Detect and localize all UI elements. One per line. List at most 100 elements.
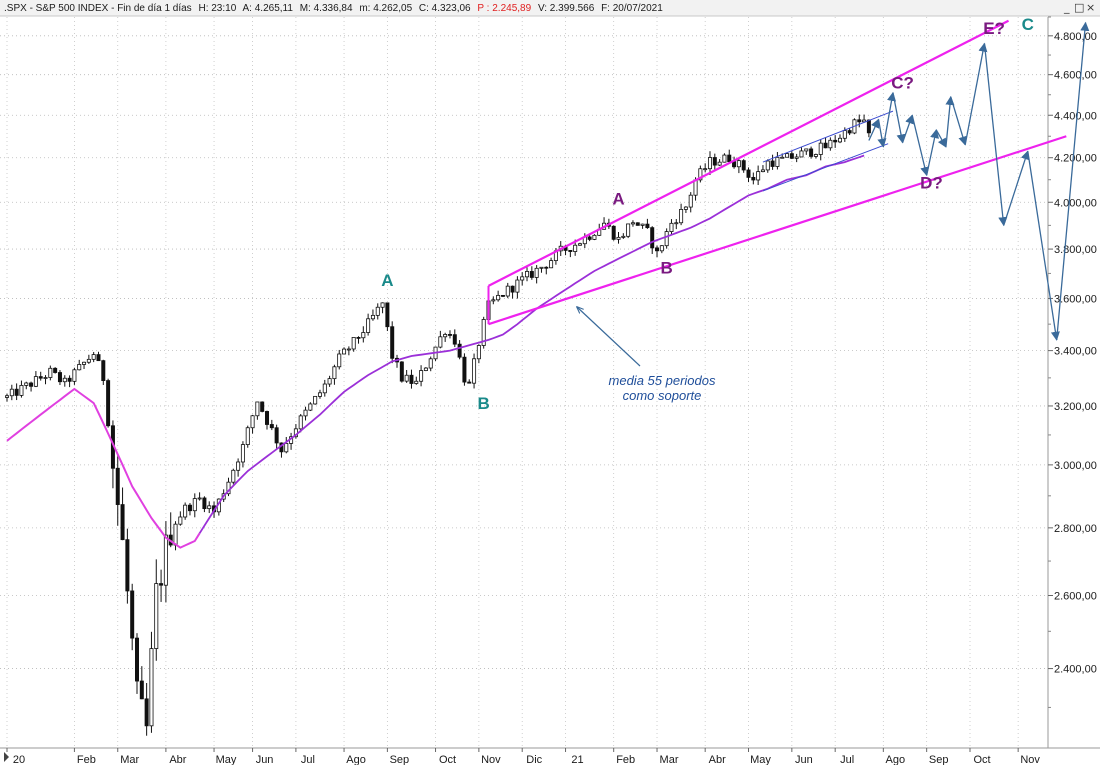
candle	[19, 380, 24, 398]
moving-average-55	[6, 154, 865, 549]
x-tick-label: Jun	[256, 754, 274, 765]
candle	[611, 225, 616, 241]
candle	[500, 294, 505, 298]
candle	[712, 153, 717, 170]
candle	[327, 375, 332, 387]
candle	[438, 330, 443, 349]
candle	[525, 267, 530, 282]
candle	[847, 128, 852, 136]
candle	[794, 153, 799, 163]
candle	[669, 219, 674, 236]
ma-support-annotation: media 55 periodos como soporte	[577, 307, 716, 403]
candle	[351, 336, 356, 352]
x-tick-label: May	[750, 754, 771, 765]
x-tick-label: Sep	[390, 754, 410, 765]
minimize-button[interactable]: _	[1063, 1, 1070, 14]
candle	[626, 223, 631, 239]
candle	[698, 165, 703, 183]
y-tick-label: 4.800,00	[1054, 31, 1097, 43]
candle	[322, 379, 327, 397]
x-tick-label: Ago	[346, 754, 366, 765]
candle	[862, 114, 867, 123]
projection-segment	[983, 43, 1008, 227]
projection-segment	[926, 129, 940, 176]
candle	[452, 329, 457, 348]
candle	[818, 139, 823, 161]
candle	[765, 159, 770, 173]
header-time: H: 23:10	[198, 3, 236, 14]
wave-labels: A B A B C? D? E? C	[381, 15, 1034, 413]
candle	[515, 276, 520, 299]
close-button[interactable]: ×	[1086, 1, 1095, 14]
candle	[9, 384, 14, 401]
candle	[308, 402, 313, 412]
wave-label: B	[661, 258, 673, 277]
candle	[226, 477, 231, 497]
projection-segment	[1027, 151, 1060, 341]
x-tick-label: Oct	[439, 754, 456, 765]
candle	[491, 296, 496, 305]
y-axis-ticks: 2.400,00 2.600,00 2.800,00 3.000,00 3.200,00…	[1048, 16, 1097, 708]
candle	[635, 222, 640, 226]
channel-upper-line	[488, 19, 1010, 287]
candle	[187, 503, 192, 516]
candle	[823, 137, 828, 149]
wave-label: A	[381, 271, 393, 290]
candle	[260, 401, 265, 413]
candle	[375, 303, 380, 320]
candle	[496, 290, 501, 302]
candle	[77, 359, 82, 371]
candle	[587, 235, 592, 242]
candle	[67, 375, 72, 388]
candle	[640, 223, 645, 229]
candle	[679, 203, 684, 226]
candle	[659, 245, 664, 254]
candle	[520, 272, 525, 286]
candle	[568, 249, 573, 258]
candle	[346, 346, 351, 356]
restore-button[interactable]: □	[1074, 1, 1084, 14]
candle	[139, 666, 144, 700]
candle	[332, 364, 337, 385]
x-axis-ticks: 20 Feb Mar Abr May Jun Jul Ago Sep Oct Nov Dic 21 Feb…	[6, 748, 1040, 765]
candle	[828, 137, 833, 151]
candle	[38, 371, 43, 381]
x-tick-label: Abr	[709, 754, 726, 765]
candle	[837, 134, 842, 144]
candle	[317, 389, 322, 399]
candle	[106, 378, 111, 428]
candle	[130, 583, 135, 651]
candle	[534, 265, 539, 284]
small-channel-line	[762, 143, 889, 192]
candle	[82, 361, 87, 369]
scroll-left-icon[interactable]	[4, 752, 9, 762]
candle	[342, 347, 347, 355]
header-high: M: 4.336,84	[300, 3, 353, 14]
candle	[688, 192, 693, 213]
projection-path	[868, 21, 1090, 341]
projection-segment	[911, 115, 930, 177]
candle	[231, 468, 236, 485]
candle	[163, 521, 168, 603]
candle	[539, 266, 544, 273]
candle	[717, 159, 722, 166]
horizontal-gridlines	[0, 35, 1048, 669]
wave-label: C	[1022, 15, 1034, 34]
candle	[544, 266, 549, 275]
y-tick-label: 3.000,00	[1054, 460, 1097, 472]
candle	[457, 340, 462, 360]
candle	[115, 455, 120, 526]
projection-segment	[945, 95, 955, 147]
y-tick-label: 4.200,00	[1054, 153, 1097, 165]
candle	[269, 419, 274, 431]
candle	[447, 330, 452, 339]
candle	[135, 633, 140, 694]
candle	[577, 242, 582, 246]
candle	[366, 313, 371, 336]
candle	[159, 569, 164, 602]
candle	[770, 154, 775, 170]
candle	[245, 425, 250, 448]
projection-segment	[882, 91, 897, 148]
candle	[240, 441, 245, 468]
candle	[110, 420, 115, 489]
